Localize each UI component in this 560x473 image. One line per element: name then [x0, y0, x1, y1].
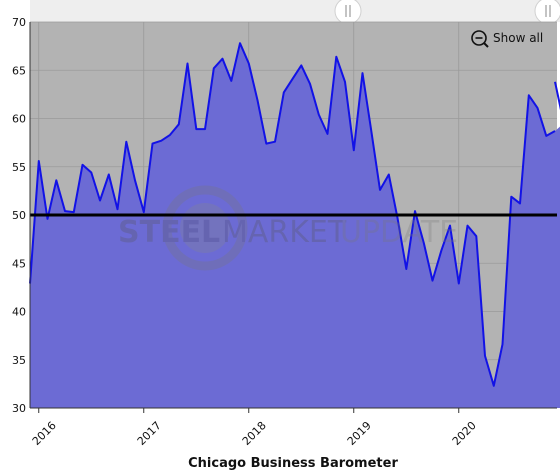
show-all-button[interactable]: Show all	[471, 30, 543, 48]
y-tick-label: 30	[12, 402, 26, 415]
y-tick-label: 60	[12, 113, 26, 126]
y-tick-label: 40	[12, 306, 26, 319]
x-axis-ticks: 2016 2017 2018 2019 2020	[30, 408, 479, 448]
show-all-label[interactable]: Show all	[493, 31, 543, 45]
y-tick-label: 45	[12, 257, 26, 270]
watermark-text-steel: STEEL	[118, 215, 220, 250]
y-tick-label: 70	[12, 16, 26, 29]
y-tick-label: 55	[12, 161, 26, 174]
series-area	[30, 43, 560, 408]
y-tick-label: 35	[12, 354, 26, 367]
navigator-handle-left[interactable]	[334, 0, 362, 25]
watermark-text-market: MARKET	[222, 215, 347, 250]
navigator-bar[interactable]	[30, 0, 560, 22]
navigator-handle-right[interactable]	[534, 0, 560, 25]
watermark-logo: STEEL MARKET UPDATE	[118, 185, 458, 271]
x-tick-label: 2016	[30, 419, 59, 448]
x-axis-title: Chicago Business Barometer	[188, 456, 398, 471]
y-axis-ticks: 30 35 40 45 50 55 60 65 70	[12, 16, 26, 415]
watermark-text-update: UPDATE	[340, 215, 458, 250]
series-line	[29, 42, 556, 387]
y-tick-label: 65	[12, 64, 26, 77]
x-tick-label: 2019	[345, 419, 374, 448]
x-tick-label: 2017	[135, 419, 164, 448]
series-line-tail	[554, 81, 560, 111]
x-tick-label: 2020	[450, 419, 479, 448]
y-tick-label: 50	[12, 209, 26, 222]
x-tick-label: 2018	[240, 419, 269, 448]
